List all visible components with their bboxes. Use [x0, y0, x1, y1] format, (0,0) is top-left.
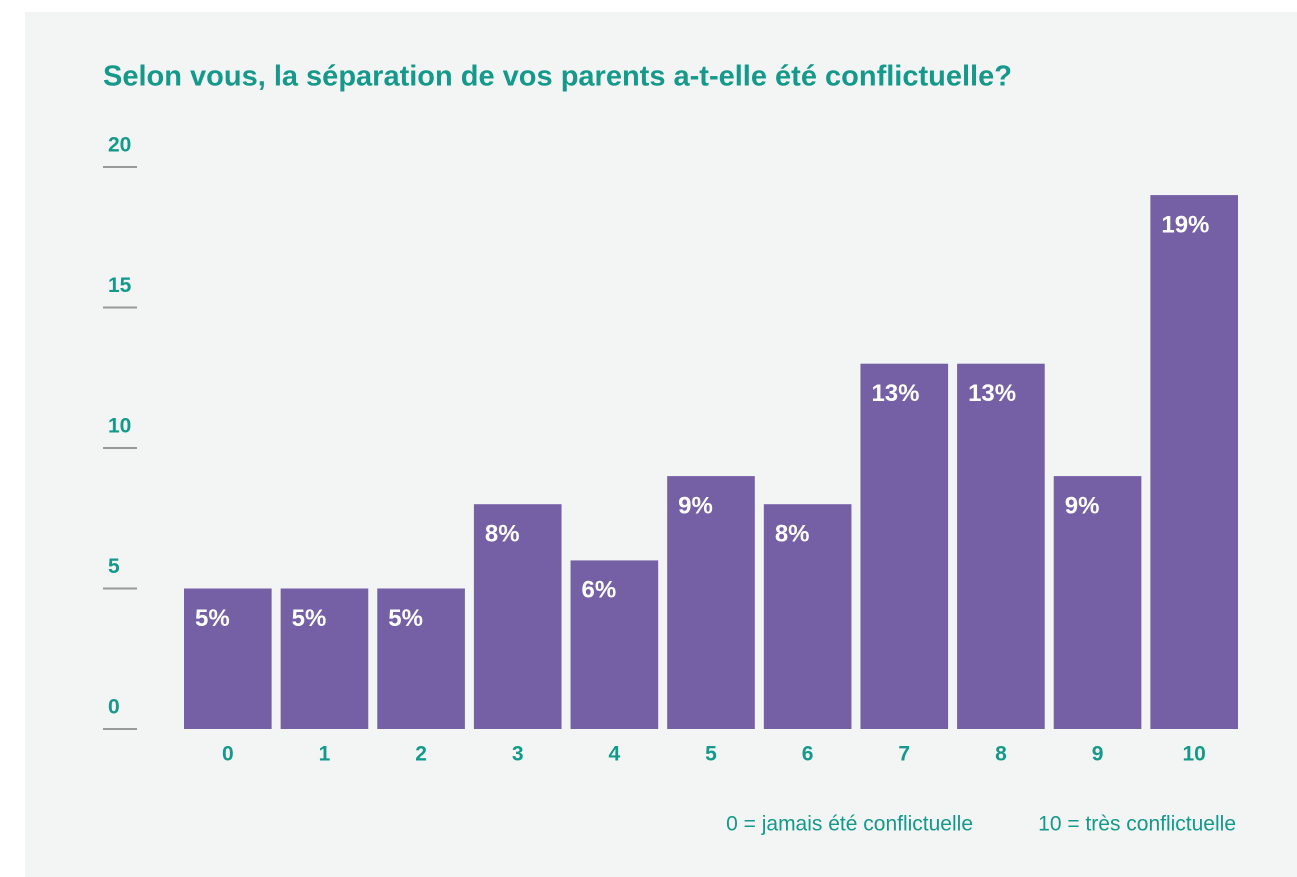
- x-tick-label: 4: [609, 743, 621, 766]
- value-label: 9%: [1065, 492, 1100, 519]
- chart-title: Selon vous, la séparation de vos parents…: [103, 61, 1012, 93]
- y-tick-label: 15: [108, 274, 132, 297]
- bar: [860, 363, 949, 729]
- y-tick-label: 10: [108, 415, 131, 438]
- bar: [473, 504, 562, 729]
- value-label: 8%: [775, 521, 810, 548]
- x-tick-label: 7: [898, 743, 910, 766]
- x-tick-label: 2: [415, 743, 427, 766]
- value-label: 8%: [485, 521, 520, 548]
- bar: [570, 560, 659, 729]
- bar: [184, 588, 272, 729]
- x-tick-label: 3: [512, 743, 524, 766]
- y-tick-label: 20: [108, 134, 131, 157]
- bar: [667, 476, 755, 729]
- bar: [1150, 195, 1238, 730]
- value-label: 13%: [968, 380, 1016, 407]
- annotation: 10 = très conflictuelle: [1038, 813, 1236, 836]
- bar: [1053, 476, 1142, 729]
- value-label: 6%: [582, 577, 617, 604]
- panel: [25, 12, 1297, 877]
- value-label: 13%: [871, 380, 919, 407]
- x-tick-label: 6: [802, 743, 814, 766]
- x-tick-label: 8: [995, 743, 1007, 766]
- bar: [280, 588, 369, 729]
- bar: [377, 588, 465, 729]
- value-label: 5%: [292, 605, 327, 632]
- value-label: 19%: [1161, 211, 1209, 238]
- y-tick-label: 5: [108, 555, 120, 578]
- bar: [763, 504, 852, 729]
- x-tick-label: 0: [222, 743, 234, 766]
- x-tick-label: 1: [319, 743, 331, 766]
- value-label: 5%: [195, 605, 230, 632]
- annotation: 0 = jamais été conflictuelle: [726, 813, 973, 836]
- value-label: 5%: [388, 605, 423, 632]
- value-label: 9%: [678, 492, 713, 519]
- x-tick-label: 9: [1092, 743, 1104, 766]
- x-tick-label: 10: [1183, 743, 1206, 766]
- bar: [957, 363, 1045, 729]
- x-tick-label: 5: [705, 743, 717, 766]
- y-tick-label: 0: [108, 696, 120, 719]
